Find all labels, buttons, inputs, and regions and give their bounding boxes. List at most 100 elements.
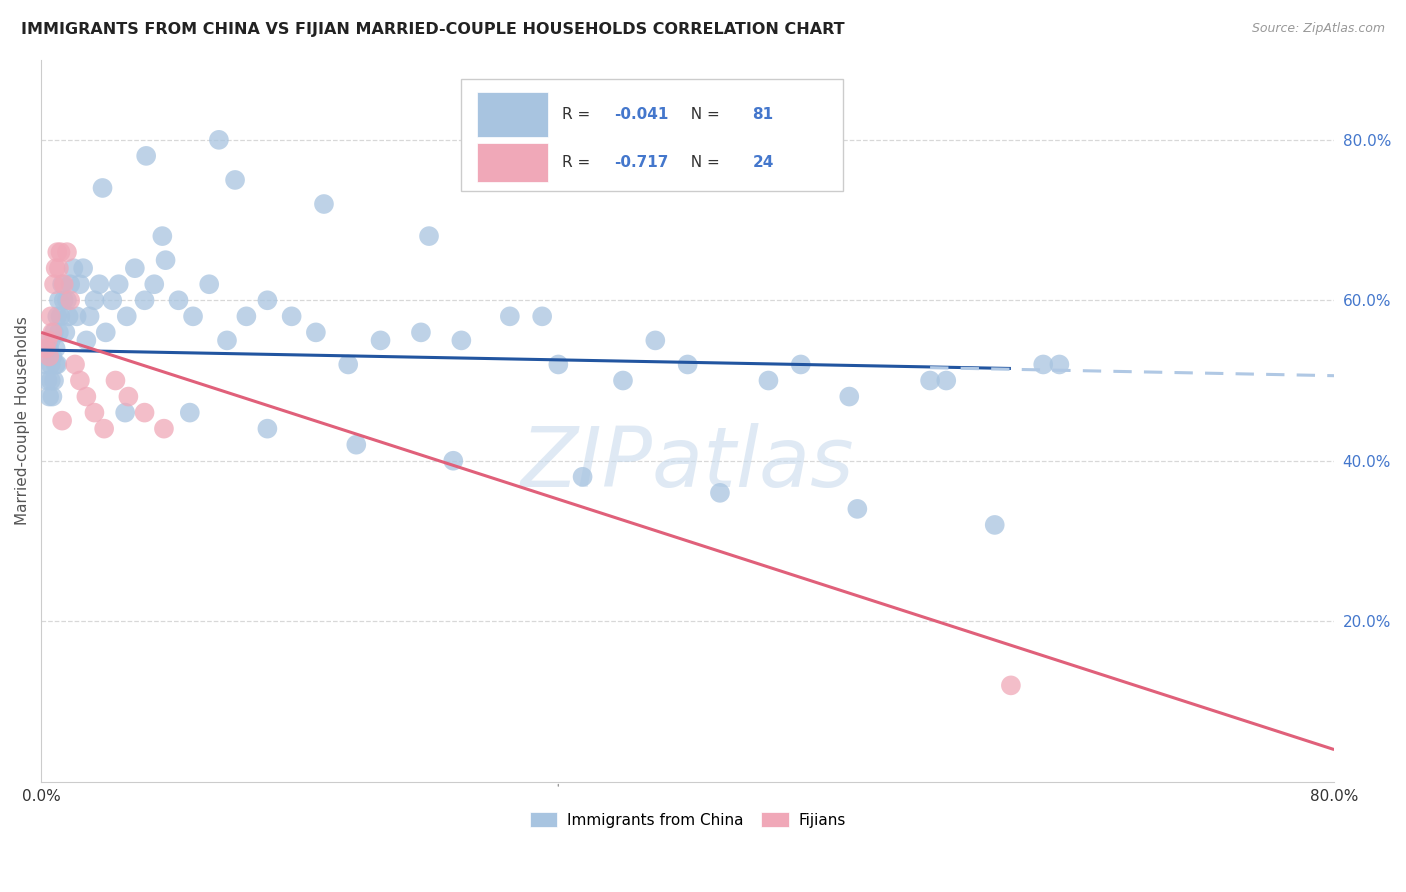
Point [42,326,65,340]
Point [305,326,328,340]
Point [256,293,278,308]
Point [51,414,73,428]
Point [150,229,173,244]
Point [56,245,79,260]
Point [75,334,97,348]
Point [208,133,231,147]
Legend: Immigrants from China, Fijians: Immigrants from China, Fijians [522,804,853,836]
Point [48,326,70,340]
Y-axis label: Married-couple Households: Married-couple Households [15,316,30,525]
Point [69,374,91,388]
Point [41,390,63,404]
Point [79,310,101,324]
Point [935,374,957,388]
Point [35,358,58,372]
Point [409,326,432,340]
Point [1000,678,1022,692]
Point [38,390,60,404]
Point [37,334,59,348]
Text: R =: R = [562,154,595,169]
Text: N =: N = [681,154,725,169]
Point [155,253,177,268]
Point [46,310,69,324]
Text: IMMIGRANTS FROM CHINA VS FIJIAN MARRIED-COUPLE HOUSEHOLDS CORRELATION CHART: IMMIGRANTS FROM CHINA VS FIJIAN MARRIED-… [21,22,845,37]
Point [56,293,79,308]
Point [179,406,201,420]
Point [48,293,70,308]
Point [41,350,63,364]
Text: -0.041: -0.041 [614,107,668,122]
Point [920,374,942,388]
Point [134,406,156,420]
Point [676,358,699,372]
Point [83,406,105,420]
Point [181,310,204,324]
Text: -0.717: -0.717 [614,154,668,169]
Point [499,310,522,324]
Point [38,350,60,364]
Point [38,342,60,356]
FancyBboxPatch shape [477,143,548,182]
Text: 24: 24 [752,154,773,169]
Point [39,358,62,372]
Point [75,390,97,404]
Point [52,277,75,292]
Point [59,277,82,292]
Point [838,390,860,404]
Point [83,293,105,308]
Point [143,277,166,292]
Point [418,229,440,244]
Point [153,422,176,436]
Point [72,261,94,276]
Point [107,277,129,292]
Point [790,358,813,372]
Point [280,310,302,324]
Point [46,358,69,372]
Point [312,197,335,211]
Point [39,334,62,348]
Point [35,342,58,356]
Point [135,149,157,163]
Point [45,342,67,356]
Point [41,326,63,340]
Point [370,334,392,348]
Point [69,277,91,292]
Point [531,310,554,324]
Text: ZIPatlas: ZIPatlas [520,424,855,505]
Point [124,261,146,276]
Point [612,374,634,388]
Point [450,334,472,348]
Text: 81: 81 [752,107,773,122]
Point [441,454,464,468]
Point [42,277,65,292]
Point [167,293,190,308]
Point [39,310,62,324]
Point [1032,358,1054,372]
Text: R =: R = [562,107,595,122]
Point [198,277,221,292]
FancyBboxPatch shape [461,79,842,191]
Point [59,293,82,308]
Point [51,277,73,292]
Point [45,261,67,276]
Point [337,358,360,372]
Point [758,374,780,388]
Point [709,486,731,500]
Point [53,326,76,340]
Point [134,293,156,308]
Point [42,374,65,388]
Point [49,310,72,324]
Point [93,422,115,436]
Point [66,310,89,324]
Point [46,245,69,260]
Point [1047,358,1070,372]
Point [983,517,1005,532]
Point [846,501,869,516]
Point [91,181,114,195]
Point [571,470,593,484]
Point [101,293,124,308]
Text: N =: N = [681,107,725,122]
Text: Source: ZipAtlas.com: Source: ZipAtlas.com [1251,22,1385,36]
Point [63,358,86,372]
Point [52,293,75,308]
